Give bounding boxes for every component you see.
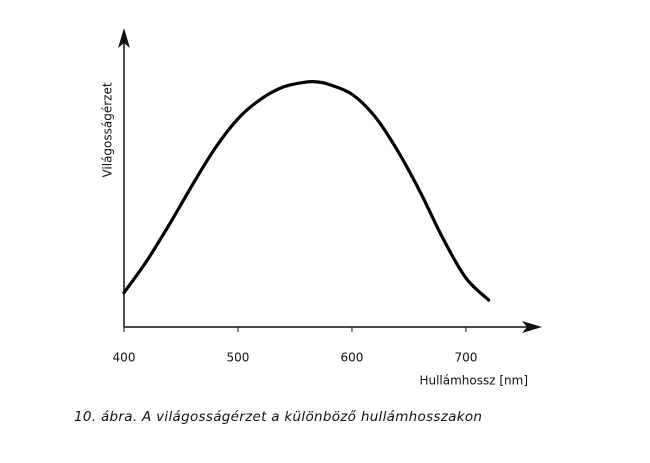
- x-axis-arrow: [522, 321, 542, 333]
- curve: [122, 79, 491, 302]
- caption: 10. ábra. A világosságérzet a különböző …: [74, 409, 482, 425]
- x-axis-label: Hullámhossz [nm]: [419, 374, 528, 388]
- x-tick-label: 400: [113, 351, 136, 365]
- y-axis-arrow: [118, 28, 130, 48]
- y-axis-label: Világosságérzet: [101, 82, 115, 177]
- x-tick-label: 500: [227, 351, 250, 365]
- x-tick-label: 700: [454, 351, 477, 365]
- x-tick-label: 600: [340, 351, 363, 365]
